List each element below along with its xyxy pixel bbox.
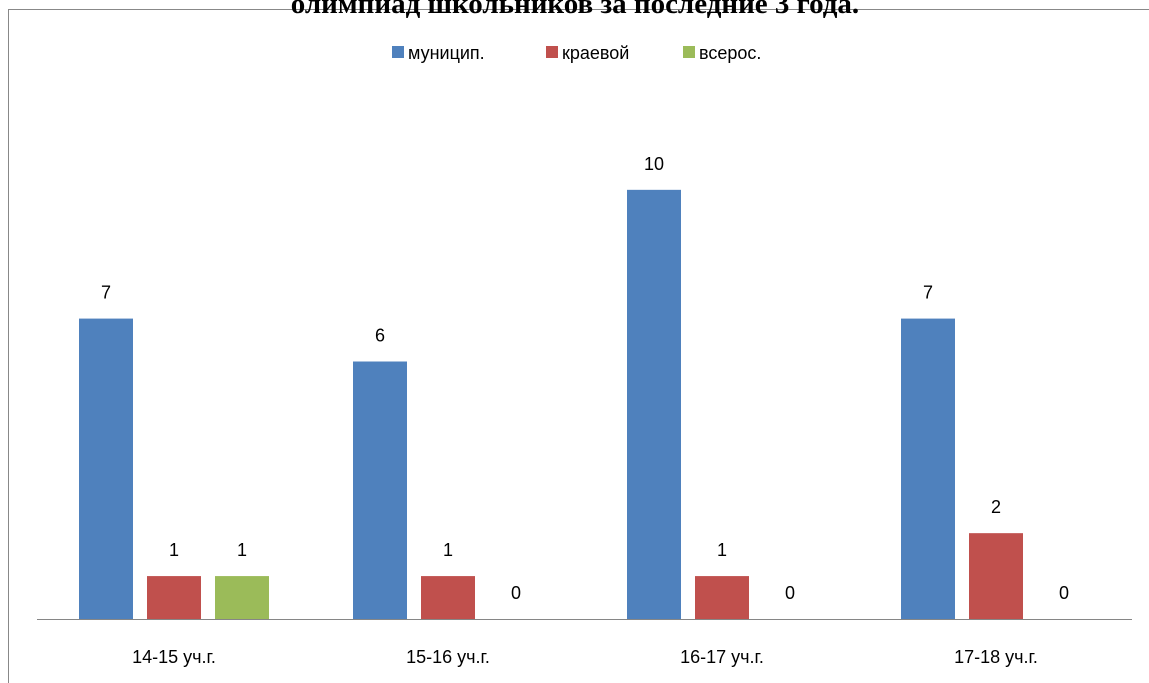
value-label: 1 (237, 540, 247, 560)
value-label: 1 (717, 540, 727, 560)
value-label: 10 (644, 154, 664, 174)
value-label: 2 (991, 497, 1001, 517)
title-backdrop (150, 0, 1000, 9)
legend-swatch (546, 46, 558, 58)
bar (421, 576, 475, 619)
value-label: 0 (1059, 583, 1069, 603)
bar (901, 318, 955, 619)
bar (627, 189, 681, 620)
bar (353, 361, 407, 619)
x-tick-label: 16-17 уч.г. (680, 647, 764, 667)
bar (147, 576, 201, 619)
legend-label: краевой (562, 43, 629, 63)
bar (215, 576, 269, 619)
legend-swatch (683, 46, 695, 58)
chart-frame (8, 9, 1149, 683)
x-tick-label: 14-15 уч.г. (132, 647, 216, 667)
value-label: 1 (169, 540, 179, 560)
value-label: 6 (375, 326, 385, 346)
legend-swatch (392, 46, 404, 58)
value-label: 7 (101, 283, 111, 303)
legend-label: всерос. (699, 43, 761, 63)
value-label: 1 (443, 540, 453, 560)
bar (969, 533, 1023, 619)
x-tick-label: 15-16 уч.г. (406, 647, 490, 667)
bar (695, 576, 749, 619)
chart-title: олимпиад школьников за последние 3 года. (291, 0, 859, 20)
x-tick-label: 17-18 уч.г. (954, 647, 1038, 667)
value-label: 0 (511, 583, 521, 603)
legend-label: муницип. (408, 43, 485, 63)
value-label: 0 (785, 583, 795, 603)
value-label: 7 (923, 283, 933, 303)
bar (79, 318, 133, 619)
